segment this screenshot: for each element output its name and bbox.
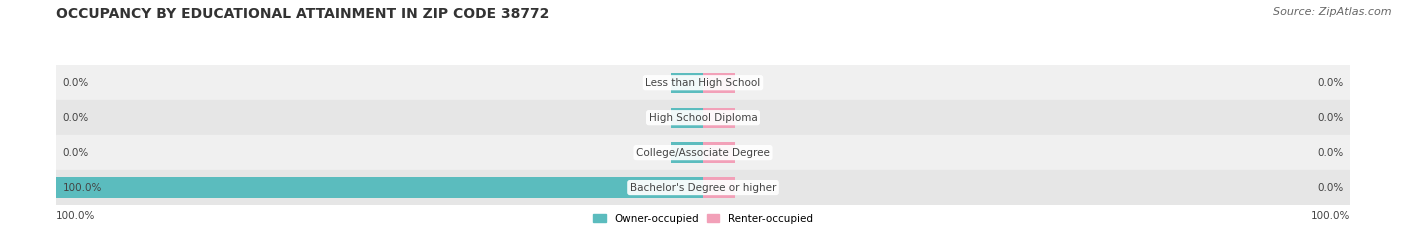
Text: 0.0%: 0.0% (1317, 78, 1343, 88)
Text: Bachelor's Degree or higher: Bachelor's Degree or higher (630, 183, 776, 192)
Bar (56, 170, 1350, 205)
Text: 0.0%: 0.0% (1317, 183, 1343, 192)
Bar (56, 135, 1350, 170)
Text: 100.0%: 100.0% (1310, 211, 1350, 221)
Text: 0.0%: 0.0% (1317, 113, 1343, 123)
Text: OCCUPANCY BY EDUCATIONAL ATTAINMENT IN ZIP CODE 38772: OCCUPANCY BY EDUCATIONAL ATTAINMENT IN Z… (56, 7, 550, 21)
Bar (671, 108, 703, 128)
Text: 0.0%: 0.0% (63, 113, 89, 123)
Bar (56, 100, 1350, 135)
Text: Less than High School: Less than High School (645, 78, 761, 88)
Bar (703, 143, 735, 163)
Text: 0.0%: 0.0% (63, 78, 89, 88)
Text: 100.0%: 100.0% (63, 183, 103, 192)
Bar (703, 73, 735, 93)
Text: 100.0%: 100.0% (56, 211, 96, 221)
Text: High School Diploma: High School Diploma (648, 113, 758, 123)
Text: 0.0%: 0.0% (63, 148, 89, 158)
Bar (671, 73, 703, 93)
Bar (671, 143, 703, 163)
Text: Source: ZipAtlas.com: Source: ZipAtlas.com (1274, 7, 1392, 17)
Bar (703, 108, 735, 128)
Text: College/Associate Degree: College/Associate Degree (636, 148, 770, 158)
Bar (703, 178, 735, 198)
Bar (56, 178, 703, 198)
Legend: Owner-occupied, Renter-occupied: Owner-occupied, Renter-occupied (589, 209, 817, 228)
Bar (56, 65, 1350, 100)
Text: 0.0%: 0.0% (1317, 148, 1343, 158)
